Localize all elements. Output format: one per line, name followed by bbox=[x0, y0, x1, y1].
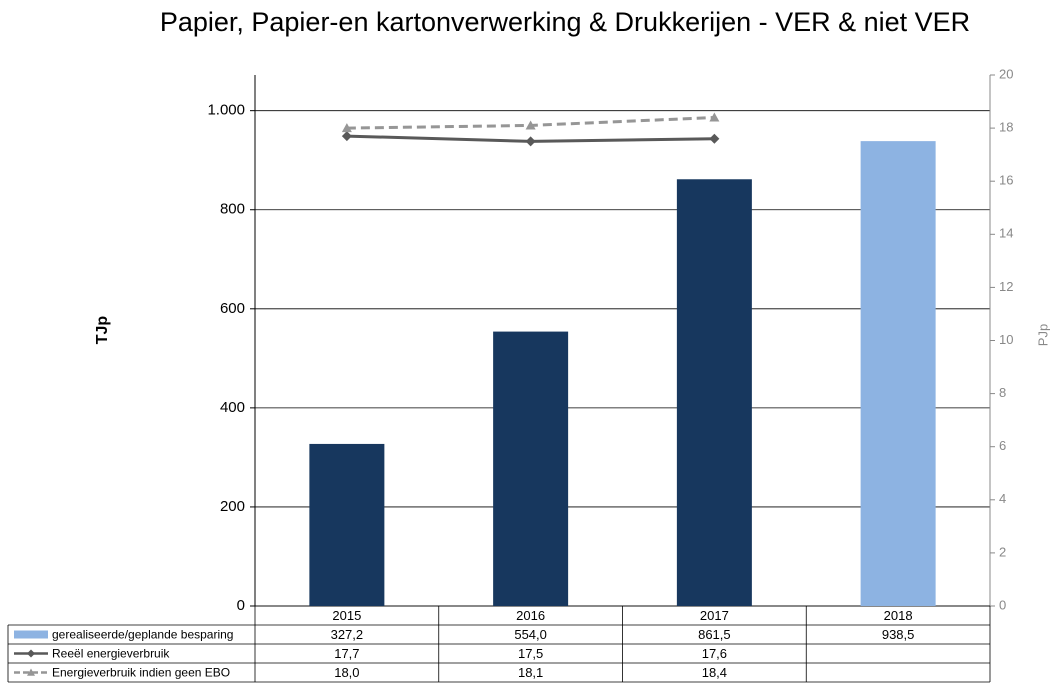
y2-tick-label: 6 bbox=[999, 438, 1006, 453]
legend-key bbox=[14, 630, 48, 639]
bar bbox=[309, 443, 385, 606]
y-tick-label: 800 bbox=[220, 201, 245, 218]
table-value: 18,1 bbox=[518, 665, 543, 680]
y-axis-label: TJp bbox=[94, 316, 111, 345]
table-value: 861,5 bbox=[698, 627, 731, 642]
y-tick-label: 0 bbox=[237, 597, 245, 614]
diamond-marker bbox=[525, 136, 536, 147]
table-value: 17,7 bbox=[334, 646, 359, 661]
x-tick-label: 2017 bbox=[700, 608, 729, 623]
diamond-marker bbox=[27, 649, 35, 658]
triangle-marker bbox=[27, 668, 35, 676]
bar bbox=[493, 331, 569, 606]
y2-tick-label: 10 bbox=[999, 332, 1013, 347]
diamond-marker bbox=[709, 133, 720, 144]
bar bbox=[676, 179, 752, 606]
x-tick-label: 2015 bbox=[332, 608, 361, 623]
y2-tick-label: 4 bbox=[999, 491, 1006, 506]
y2-axis-label: PJp bbox=[1035, 324, 1050, 346]
bar bbox=[860, 141, 936, 607]
y2-tick-label: 20 bbox=[999, 66, 1013, 81]
y2-tick-label: 12 bbox=[999, 279, 1013, 294]
y2-tick-label: 2 bbox=[999, 544, 1006, 559]
table-value: 18,4 bbox=[702, 665, 727, 680]
y-tick-label: 600 bbox=[220, 300, 245, 317]
table-value: 554,0 bbox=[514, 627, 547, 642]
table-value: 17,6 bbox=[702, 646, 727, 661]
table-value: 327,2 bbox=[331, 627, 364, 642]
legend-label: Reeël energieverbruik bbox=[52, 647, 170, 661]
chart-title: Papier, Papier-en kartonverwerking & Dru… bbox=[159, 7, 971, 37]
legend-label: gerealiseerde/geplande besparing bbox=[52, 628, 233, 642]
y2-tick-label: 18 bbox=[999, 120, 1013, 135]
y2-tick-label: 16 bbox=[999, 173, 1013, 188]
triangle-marker bbox=[341, 123, 352, 133]
diamond-marker bbox=[341, 131, 352, 142]
legend-label: Energieverbruik indien geen EBO bbox=[52, 666, 230, 680]
triangle-marker bbox=[709, 112, 720, 122]
y2-tick-label: 8 bbox=[999, 385, 1006, 400]
table-value: 17,5 bbox=[518, 646, 543, 661]
x-tick-label: 2018 bbox=[884, 608, 913, 623]
y2-tick-label: 0 bbox=[999, 597, 1006, 612]
table-value: 18,0 bbox=[334, 665, 359, 680]
triangle-marker bbox=[525, 120, 536, 130]
y-tick-label: 400 bbox=[220, 399, 245, 416]
table-value: 938,5 bbox=[882, 627, 915, 642]
x-tick-label: 2016 bbox=[516, 608, 545, 623]
y-tick-label: 1.000 bbox=[207, 102, 245, 119]
y2-tick-label: 14 bbox=[999, 226, 1013, 241]
y-tick-label: 200 bbox=[220, 498, 245, 515]
